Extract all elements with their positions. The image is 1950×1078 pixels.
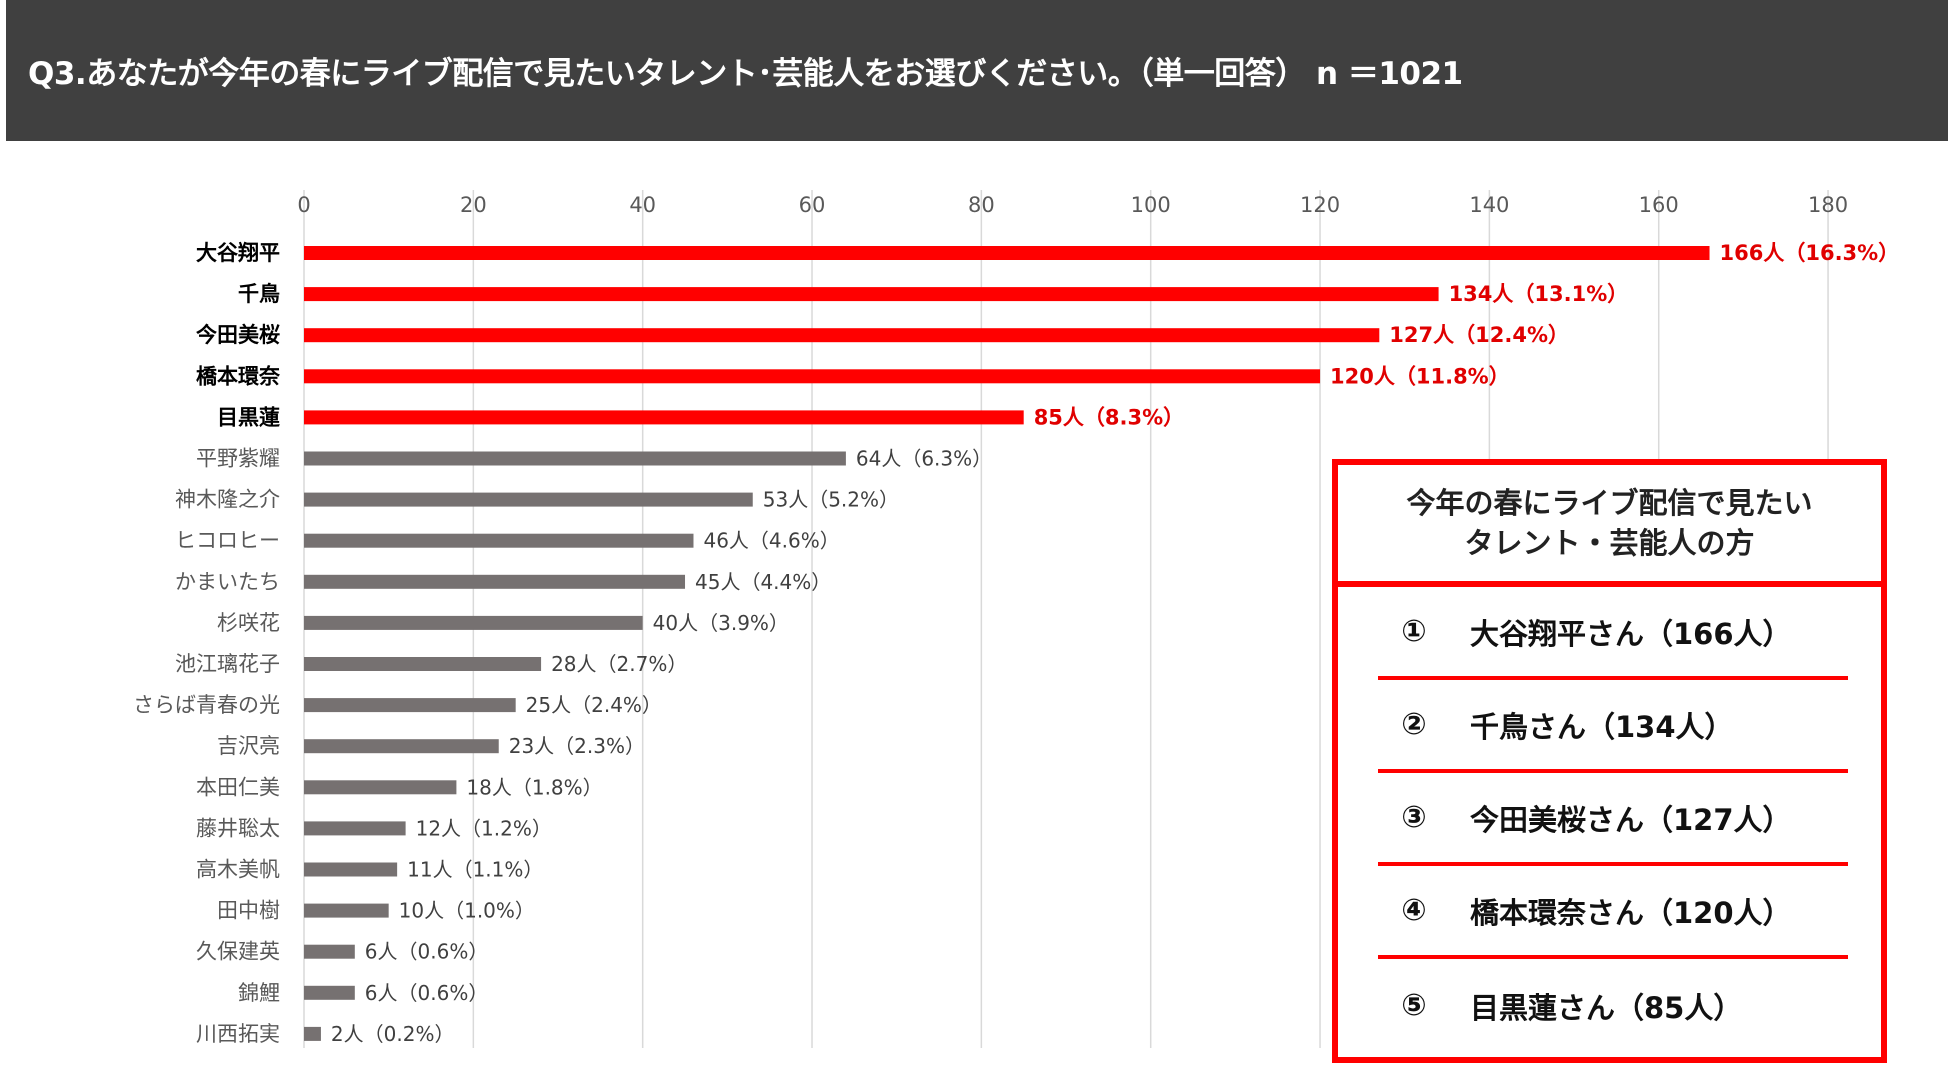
data-label: 127人（12.4%） (1389, 323, 1569, 347)
bar (304, 369, 1321, 384)
data-label: 23人（2.3%） (509, 734, 645, 758)
category-label: さらば青春の光 (133, 693, 280, 717)
header-bar: Q3.あなたが今年の春にライブ配信で見たいタレント･芸能人をお選びください。（単… (6, 0, 1948, 141)
x-tick-label: 100 (1131, 193, 1171, 217)
category-label: 久保建英 (196, 940, 280, 964)
data-label: 11人（1.1%） (407, 858, 543, 882)
ranking-title-line1: 今年の春にライブ配信で見たい (1406, 486, 1813, 520)
bar (304, 328, 1380, 343)
data-label: 166人（16.3%） (1720, 241, 1900, 265)
data-label: 134人（13.1%） (1449, 282, 1629, 306)
rank-number: ④ (1401, 893, 1427, 928)
ranking-item: ⑤ 目黒蓮さん（85人） (1378, 959, 1848, 1052)
category-label: 大谷翔平 (196, 241, 280, 265)
ranking-title-line2: タレント・芸能人の方 (1464, 526, 1755, 560)
bar (304, 574, 686, 589)
rank-number: ② (1401, 707, 1427, 742)
x-tick-label: 40 (629, 193, 656, 217)
category-label: 池江璃花子 (175, 652, 280, 676)
bar (304, 615, 643, 630)
data-label: 45人（4.4%） (695, 570, 831, 594)
bar (304, 657, 542, 671)
category-label: かまいたち (175, 570, 280, 594)
category-label: 橋本環奈 (196, 364, 281, 388)
bar (304, 698, 516, 713)
data-label: 12人（1.2%） (416, 816, 552, 840)
ranking-item: ① 大谷翔平さん（166人） (1378, 587, 1848, 680)
data-label: 2人（0.2%） (331, 1022, 455, 1046)
x-tick-label: 160 (1639, 193, 1679, 217)
bar (304, 1026, 321, 1041)
category-label: 吉沢亮 (217, 734, 280, 758)
data-label: 25人（2.4%） (526, 693, 662, 717)
bar (304, 821, 406, 836)
category-label: 千鳥 (238, 282, 280, 306)
x-tick-label: 80 (968, 193, 995, 217)
x-tick-label: 180 (1808, 193, 1848, 217)
category-label: 神木隆之介 (175, 488, 280, 512)
x-tick-label: 0 (297, 193, 310, 217)
category-label: 杉咲花 (217, 611, 280, 635)
bar (304, 287, 1439, 302)
ranking-box: 今年の春にライブ配信で見たい タレント・芸能人の方 ① 大谷翔平さん（166人）… (1332, 459, 1887, 1063)
bar (304, 903, 389, 918)
x-tick-label: 20 (460, 193, 487, 217)
x-tick-label: 60 (799, 193, 826, 217)
bar (304, 492, 753, 507)
rank-text: 目黒蓮さん（85人） (1470, 990, 1743, 1025)
data-label: 46人（4.6%） (703, 529, 839, 553)
data-label: 10人（1.0%） (399, 899, 535, 923)
data-label: 28人（2.7%） (551, 652, 687, 676)
data-label: 120人（11.8%） (1330, 364, 1510, 388)
bar (304, 862, 398, 877)
category-label: 川西拓実 (196, 1022, 280, 1046)
rank-number: ⑤ (1401, 988, 1427, 1023)
ranking-item: ③ 今田美桜さん（127人） (1378, 773, 1848, 866)
bar (304, 944, 355, 959)
rank-text: 橋本環奈さん（120人） (1470, 895, 1792, 930)
data-label: 6人（0.6%） (365, 981, 489, 1005)
category-label: 今田美桜 (196, 323, 280, 347)
bar (304, 451, 846, 466)
rank-text: 大谷翔平さん（166人） (1470, 616, 1792, 651)
category-label: 高木美帆 (196, 858, 280, 882)
ranking-item: ④ 橋本環奈さん（120人） (1378, 866, 1848, 959)
x-tick-label: 140 (1469, 193, 1509, 217)
bar (304, 780, 457, 795)
data-label: 18人（1.8%） (466, 775, 602, 799)
bar (304, 739, 499, 754)
rank-number: ③ (1401, 800, 1427, 835)
bar (304, 246, 1710, 260)
data-label: 6人（0.6%） (365, 940, 489, 964)
ranking-title: 今年の春にライブ配信で見たい タレント・芸能人の方 (1338, 465, 1881, 587)
category-label: 目黒蓮 (217, 405, 280, 429)
category-label: 本田仁美 (196, 775, 280, 799)
data-label: 64人（6.3%） (856, 447, 992, 471)
x-tick-label: 120 (1300, 193, 1340, 217)
rank-text: 千鳥さん（134人） (1470, 709, 1734, 744)
bar (304, 985, 355, 1000)
category-label: 平野紫耀 (196, 447, 280, 471)
rank-text: 今田美桜さん（127人） (1470, 802, 1792, 837)
data-label: 53人（5.2%） (763, 488, 899, 512)
data-label: 85人（8.3%） (1034, 405, 1184, 429)
category-label: 藤井聡太 (196, 816, 280, 840)
page-title: Q3.あなたが今年の春にライブ配信で見たいタレント･芸能人をお選びください。（単… (28, 56, 1463, 92)
category-label: ヒコロヒー (175, 529, 280, 553)
data-label: 40人（3.9%） (653, 611, 789, 635)
bar (304, 533, 694, 548)
rank-number: ① (1401, 614, 1427, 649)
category-label: 田中樹 (217, 899, 280, 923)
ranking-item: ② 千鳥さん（134人） (1378, 680, 1848, 773)
bar (304, 410, 1024, 425)
category-label: 錦鯉 (238, 981, 280, 1005)
